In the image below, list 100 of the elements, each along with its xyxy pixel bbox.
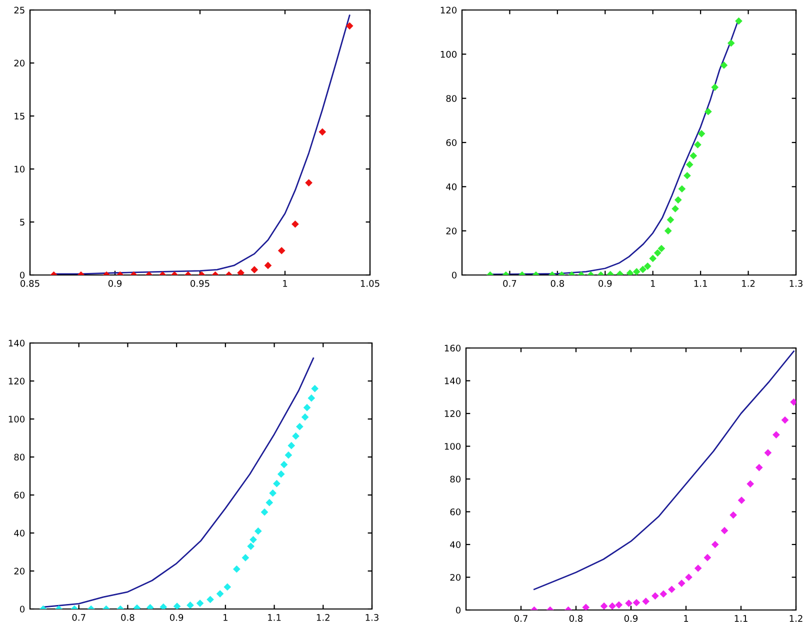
- point: [277, 470, 285, 478]
- point: [173, 602, 181, 609]
- x-tick-label: 0.95: [190, 280, 210, 287]
- point: [278, 246, 286, 254]
- y-tick-label: 20: [450, 574, 461, 581]
- y-tick-label: 20: [14, 60, 25, 67]
- x-tick-label: 0.85: [20, 280, 40, 287]
- y-tick-label: 25: [14, 6, 24, 14]
- point: [632, 268, 640, 275]
- x-tick-label: 1: [650, 280, 655, 287]
- point: [260, 508, 268, 516]
- y-tick-label: 80: [450, 476, 461, 483]
- y-tick-label: 40: [446, 183, 457, 190]
- point: [781, 416, 789, 424]
- point: [644, 262, 652, 270]
- point: [296, 422, 304, 430]
- point: [308, 394, 316, 402]
- x-tick-label: 0.9: [624, 615, 638, 622]
- y-tick-label: 60: [14, 492, 25, 499]
- point: [288, 442, 296, 450]
- y-tick-label: 0: [20, 272, 25, 279]
- point: [698, 130, 706, 138]
- point: [666, 216, 674, 224]
- point: [292, 220, 299, 228]
- point: [727, 39, 735, 47]
- y-tick-label: 15: [14, 112, 24, 120]
- point: [269, 489, 276, 497]
- y-tick-label: 20: [14, 568, 25, 575]
- x-tick-label: 1.2: [790, 615, 802, 622]
- point: [711, 540, 719, 548]
- y-tick-label: 60: [450, 508, 461, 516]
- x-tick-label: 0.9: [108, 280, 122, 287]
- point: [206, 596, 214, 604]
- point: [639, 266, 647, 274]
- point: [311, 384, 319, 392]
- y-tick-label: 0: [456, 606, 461, 614]
- point: [615, 601, 623, 609]
- point: [305, 179, 312, 186]
- x-tick-label: 1.2: [316, 614, 330, 621]
- point: [582, 604, 590, 610]
- y-tick-label: 120: [444, 410, 461, 418]
- point: [254, 527, 262, 535]
- point: [711, 84, 719, 91]
- point: [686, 160, 694, 168]
- y-tick-label: 5: [20, 218, 24, 226]
- y-tick-label: 100: [444, 442, 461, 450]
- point: [674, 196, 682, 204]
- point: [600, 602, 608, 610]
- point: [755, 464, 763, 472]
- x-tick-label: 0.7: [72, 614, 86, 621]
- x-tick-label: 0.7: [503, 280, 516, 287]
- y-tick-label: 20: [446, 228, 457, 234]
- point: [292, 432, 300, 440]
- point: [632, 598, 640, 606]
- point: [772, 431, 780, 438]
- point: [694, 564, 702, 572]
- point: [224, 583, 232, 591]
- y-tick-label: 80: [14, 454, 25, 461]
- point: [668, 586, 676, 594]
- point: [660, 590, 668, 598]
- x-tick-label: 0.7: [514, 615, 528, 622]
- y-tick-label: 120: [8, 378, 25, 385]
- point: [720, 526, 728, 534]
- y-tick-label: 160: [444, 344, 461, 352]
- y-tick-label: 0: [452, 272, 457, 279]
- point: [642, 598, 650, 605]
- point: [649, 254, 657, 262]
- point: [690, 152, 698, 160]
- point: [273, 480, 280, 488]
- point: [625, 600, 632, 607]
- y-tick-label: 40: [450, 541, 461, 548]
- point: [704, 108, 712, 116]
- x-tick-label: 1.05: [360, 280, 380, 287]
- y-tick-label: 60: [446, 139, 457, 146]
- point: [664, 227, 672, 235]
- point: [764, 449, 772, 456]
- point: [746, 480, 754, 488]
- x-tick-label: 0.8: [121, 614, 134, 621]
- x-tick-label: 0.8: [550, 280, 564, 287]
- point: [694, 141, 702, 148]
- point: [685, 574, 692, 581]
- point: [280, 460, 288, 468]
- x-tick-label: 1.1: [268, 614, 281, 621]
- point: [684, 172, 691, 180]
- point: [216, 590, 224, 598]
- point: [678, 580, 686, 587]
- y-tick-label: 0: [20, 606, 25, 613]
- y-tick-label: 40: [14, 530, 25, 537]
- point: [186, 602, 194, 609]
- y-tick-label: 100: [440, 50, 457, 58]
- point: [608, 602, 616, 610]
- x-tick-label: 0.9: [170, 614, 184, 621]
- point: [266, 498, 274, 506]
- point: [672, 205, 679, 212]
- x-tick-label: 0.8: [569, 615, 583, 622]
- y-tick-label: 120: [440, 6, 457, 14]
- point: [237, 269, 244, 275]
- point: [658, 244, 666, 252]
- point: [738, 496, 746, 504]
- point: [346, 22, 354, 30]
